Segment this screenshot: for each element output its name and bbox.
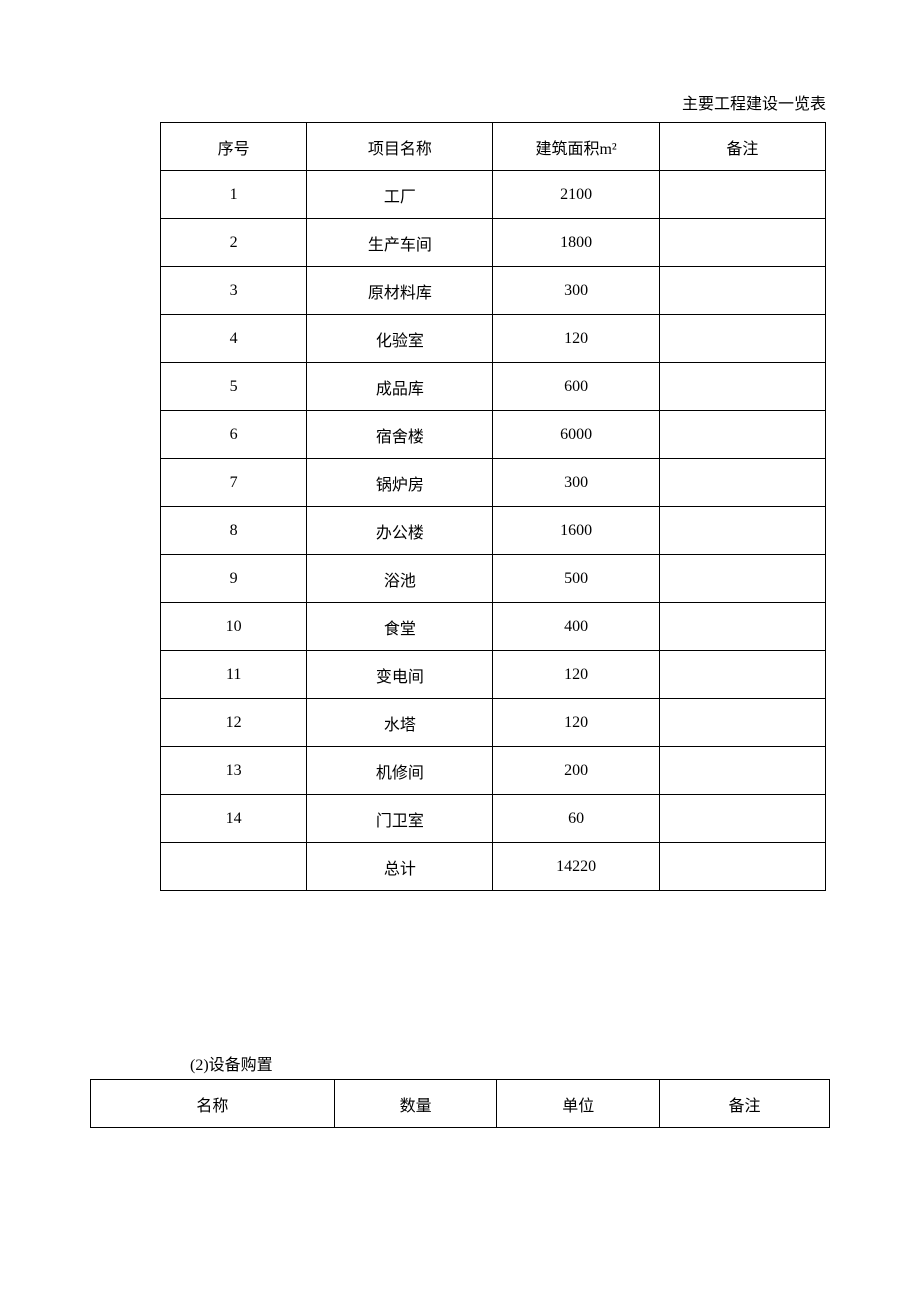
cell-seq: 9 bbox=[161, 555, 307, 603]
cell-note bbox=[659, 363, 825, 411]
cell-area: 300 bbox=[493, 459, 659, 507]
table-row: 14 门卫室 60 bbox=[161, 795, 826, 843]
table-row: 12 水塔 120 bbox=[161, 699, 826, 747]
table-row: 6 宿舍楼 6000 bbox=[161, 411, 826, 459]
table-row: 1 工厂 2100 bbox=[161, 171, 826, 219]
th2-unit: 单位 bbox=[497, 1080, 660, 1128]
cell-note bbox=[659, 795, 825, 843]
cell-seq: 10 bbox=[161, 603, 307, 651]
cell-area: 14220 bbox=[493, 843, 659, 891]
cell-name: 原材料库 bbox=[307, 267, 493, 315]
cell-name: 机修间 bbox=[307, 747, 493, 795]
table-row-total: 总计 14220 bbox=[161, 843, 826, 891]
th2-name: 名称 bbox=[91, 1080, 335, 1128]
th-area: 建筑面积m² bbox=[493, 123, 659, 171]
cell-note bbox=[659, 267, 825, 315]
th-seq: 序号 bbox=[161, 123, 307, 171]
cell-note bbox=[659, 555, 825, 603]
cell-note bbox=[659, 219, 825, 267]
section2-label: (2)设备购置 bbox=[90, 1051, 830, 1075]
cell-area: 1800 bbox=[493, 219, 659, 267]
cell-name: 成品库 bbox=[307, 363, 493, 411]
cell-name: 浴池 bbox=[307, 555, 493, 603]
cell-name: 水塔 bbox=[307, 699, 493, 747]
table-row: 11 变电间 120 bbox=[161, 651, 826, 699]
cell-area: 120 bbox=[493, 315, 659, 363]
th-note: 备注 bbox=[659, 123, 825, 171]
cell-seq: 11 bbox=[161, 651, 307, 699]
cell-name: 化验室 bbox=[307, 315, 493, 363]
cell-seq: 13 bbox=[161, 747, 307, 795]
table-row: 13 机修间 200 bbox=[161, 747, 826, 795]
table2-header-row: 名称 数量 单位 备注 bbox=[91, 1080, 830, 1128]
cell-name: 工厂 bbox=[307, 171, 493, 219]
cell-seq: 4 bbox=[161, 315, 307, 363]
table-row: 3 原材料库 300 bbox=[161, 267, 826, 315]
table-row: 7 锅炉房 300 bbox=[161, 459, 826, 507]
cell-area: 400 bbox=[493, 603, 659, 651]
cell-note bbox=[659, 843, 825, 891]
table-row: 2 生产车间 1800 bbox=[161, 219, 826, 267]
table-row: 10 食堂 400 bbox=[161, 603, 826, 651]
cell-note bbox=[659, 507, 825, 555]
table-row: 5 成品库 600 bbox=[161, 363, 826, 411]
cell-seq: 14 bbox=[161, 795, 307, 843]
cell-area: 60 bbox=[493, 795, 659, 843]
cell-name: 办公楼 bbox=[307, 507, 493, 555]
cell-area: 300 bbox=[493, 267, 659, 315]
cell-note bbox=[659, 651, 825, 699]
cell-seq: 2 bbox=[161, 219, 307, 267]
cell-note bbox=[659, 747, 825, 795]
cell-area: 2100 bbox=[493, 171, 659, 219]
cell-area: 120 bbox=[493, 651, 659, 699]
table1-title: 主要工程建设一览表 bbox=[90, 90, 830, 114]
cell-area: 1600 bbox=[493, 507, 659, 555]
table-row: 8 办公楼 1600 bbox=[161, 507, 826, 555]
cell-name: 生产车间 bbox=[307, 219, 493, 267]
th2-note: 备注 bbox=[660, 1080, 830, 1128]
table-row: 4 化验室 120 bbox=[161, 315, 826, 363]
cell-name: 总计 bbox=[307, 843, 493, 891]
cell-area: 600 bbox=[493, 363, 659, 411]
cell-note bbox=[659, 171, 825, 219]
cell-note bbox=[659, 315, 825, 363]
cell-area: 6000 bbox=[493, 411, 659, 459]
cell-seq: 3 bbox=[161, 267, 307, 315]
cell-area: 500 bbox=[493, 555, 659, 603]
cell-seq bbox=[161, 843, 307, 891]
table1-body: 1 工厂 2100 2 生产车间 1800 3 原材料库 300 4 化验室 1… bbox=[161, 171, 826, 891]
cell-name: 锅炉房 bbox=[307, 459, 493, 507]
cell-seq: 7 bbox=[161, 459, 307, 507]
cell-name: 门卫室 bbox=[307, 795, 493, 843]
th-name: 项目名称 bbox=[307, 123, 493, 171]
cell-seq: 8 bbox=[161, 507, 307, 555]
cell-area: 120 bbox=[493, 699, 659, 747]
cell-seq: 6 bbox=[161, 411, 307, 459]
cell-name: 食堂 bbox=[307, 603, 493, 651]
table-row: 9 浴池 500 bbox=[161, 555, 826, 603]
cell-area: 200 bbox=[493, 747, 659, 795]
table1-header-row: 序号 项目名称 建筑面积m² 备注 bbox=[161, 123, 826, 171]
th2-qty: 数量 bbox=[334, 1080, 497, 1128]
cell-note bbox=[659, 699, 825, 747]
cell-name: 宿舍楼 bbox=[307, 411, 493, 459]
cell-name: 变电间 bbox=[307, 651, 493, 699]
cell-note bbox=[659, 603, 825, 651]
cell-seq: 12 bbox=[161, 699, 307, 747]
cell-note bbox=[659, 411, 825, 459]
cell-seq: 1 bbox=[161, 171, 307, 219]
spacer bbox=[90, 891, 830, 1051]
cell-seq: 5 bbox=[161, 363, 307, 411]
table1-container: 序号 项目名称 建筑面积m² 备注 1 工厂 2100 2 生产车间 1800 … bbox=[90, 122, 830, 891]
construction-table: 序号 项目名称 建筑面积m² 备注 1 工厂 2100 2 生产车间 1800 … bbox=[160, 122, 826, 891]
cell-note bbox=[659, 459, 825, 507]
equipment-table: 名称 数量 单位 备注 bbox=[90, 1079, 830, 1128]
